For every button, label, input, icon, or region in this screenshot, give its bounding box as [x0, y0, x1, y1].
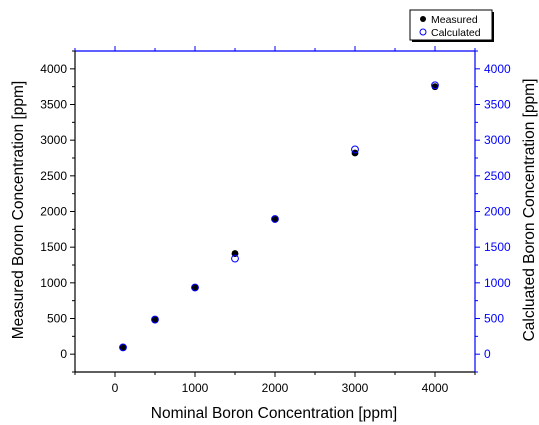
measured-point — [271, 215, 279, 223]
left-y-tick-label: 4000 — [40, 62, 67, 76]
left-y-tick-label: 500 — [47, 312, 67, 326]
tick-marks — [70, 46, 480, 377]
left-y-tick-label: 2000 — [40, 205, 67, 219]
axes — [74, 50, 476, 373]
x-tick-label: 1000 — [182, 381, 209, 395]
right-y-tick-label: 0 — [484, 347, 491, 361]
right-y-tick-label: 500 — [484, 312, 504, 326]
right-y-tick-label: 2500 — [484, 169, 511, 183]
x-tick-label: 0 — [112, 381, 119, 395]
left-y-tick-label: 3000 — [40, 133, 67, 147]
right-y-tick-label: 3000 — [484, 133, 511, 147]
x-axis-label: Nominal Boron Concentration [ppm] — [151, 405, 397, 422]
calculated-point — [119, 343, 127, 352]
left-y-tick-label: 3500 — [40, 98, 67, 112]
calculated-point — [231, 254, 239, 263]
measured-point — [191, 284, 199, 292]
measured-point — [119, 344, 127, 352]
legend-marker-calculated — [419, 28, 427, 36]
legend-marker-measured — [420, 16, 426, 22]
right-y-tick-label: 1000 — [484, 276, 511, 290]
calculated-point — [191, 283, 199, 292]
legend: Measured Calculated — [409, 9, 494, 42]
left-y-tick-label: 1000 — [40, 276, 67, 290]
right-y-tick-label: 2000 — [484, 205, 511, 219]
right-y-axis-label: Calcluated Boron Concentration [ppm] — [521, 79, 538, 342]
right-y-tick-label: 4000 — [484, 62, 511, 76]
data-points — [119, 81, 439, 352]
calculated-point — [151, 315, 159, 324]
right-y-tick-label: 1500 — [484, 240, 511, 254]
x-tick-label: 4000 — [422, 381, 449, 395]
tick-labels: 0 1000 2000 3000 4000 0 0 500 500 1000 1000 1500 150… — [40, 62, 511, 395]
legend-label-measured: Measured — [431, 14, 478, 26]
x-tick-label: 2000 — [262, 381, 289, 395]
calculated-point — [271, 215, 279, 223]
left-y-tick-label: 0 — [60, 347, 67, 361]
calculated-point — [431, 81, 439, 90]
x-tick-label: 3000 — [342, 381, 369, 395]
right-y-tick-label: 3500 — [484, 98, 511, 112]
measured-point — [151, 316, 159, 324]
left-y-tick-label: 2500 — [40, 169, 67, 183]
left-y-axis-label: Measured Boron Concentration [ppm] — [10, 81, 27, 339]
calculated-point — [351, 145, 359, 154]
left-y-tick-label: 1500 — [40, 240, 67, 254]
legend-label-calculated: Calculated — [431, 27, 481, 39]
